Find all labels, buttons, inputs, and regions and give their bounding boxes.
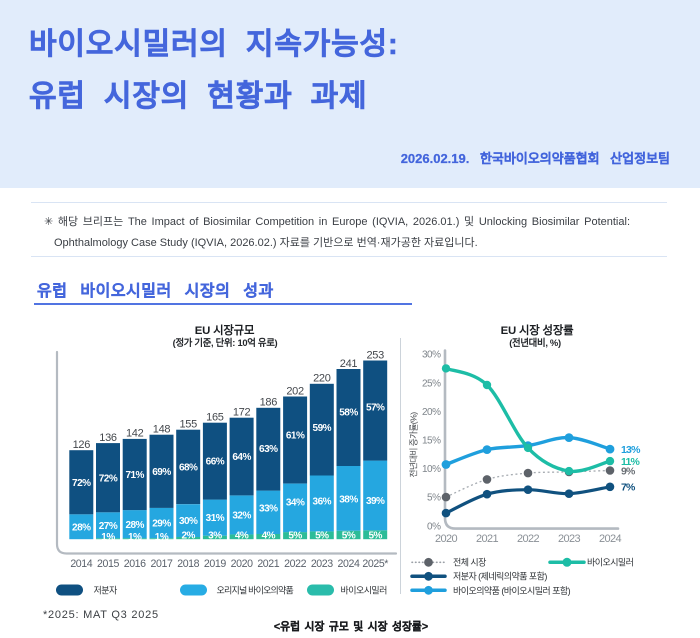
svg-text:오리지널 바이오의약품: 오리지널 바이오의약품	[217, 584, 294, 595]
svg-text:71%: 71%	[125, 470, 144, 481]
svg-text:64%: 64%	[232, 452, 251, 463]
svg-text:58%: 58%	[339, 408, 358, 419]
svg-text:4%: 4%	[235, 531, 249, 542]
svg-text:39%: 39%	[366, 496, 385, 507]
svg-text:33%: 33%	[259, 504, 278, 515]
svg-text:142: 142	[126, 428, 144, 440]
svg-text:(정가 기준, 단위: 10억 유로): (정가 기준, 단위: 10억 유로)	[173, 337, 278, 348]
svg-text:2023: 2023	[311, 558, 333, 570]
svg-text:2019: 2019	[204, 558, 226, 570]
svg-text:2023: 2023	[558, 533, 581, 545]
svg-text:126: 126	[73, 439, 91, 451]
svg-text:1%: 1%	[128, 532, 142, 543]
svg-text:38%: 38%	[339, 495, 358, 506]
svg-text:69%: 69%	[152, 467, 171, 478]
svg-text:186: 186	[260, 397, 278, 409]
svg-text:36%: 36%	[313, 496, 332, 507]
svg-text:2024: 2024	[599, 533, 622, 545]
svg-text:253: 253	[366, 349, 384, 361]
svg-text:148: 148	[153, 424, 171, 436]
svg-text:63%: 63%	[259, 444, 278, 455]
svg-text:2015: 2015	[97, 558, 119, 570]
svg-text:136: 136	[99, 432, 117, 444]
svg-text:9%: 9%	[621, 465, 636, 477]
svg-text:2014: 2014	[70, 558, 92, 570]
svg-text:155: 155	[179, 419, 197, 431]
svg-text:30%: 30%	[422, 350, 441, 361]
svg-text:2016: 2016	[124, 558, 146, 570]
svg-text:(전년대비, %): (전년대비, %)	[509, 337, 561, 348]
svg-text:34%: 34%	[286, 498, 305, 509]
svg-text:바이오의약품 (바이오시밀러 포함): 바이오의약품 (바이오시밀러 포함)	[453, 585, 571, 596]
svg-text:66%: 66%	[206, 457, 225, 468]
svg-text:20%: 20%	[422, 407, 441, 418]
svg-text:EU 시장 성장률: EU 시장 성장률	[501, 323, 574, 337]
svg-text:5%: 5%	[368, 531, 382, 542]
svg-text:2017: 2017	[151, 558, 173, 570]
svg-text:4%: 4%	[262, 531, 276, 542]
svg-text:2022: 2022	[517, 533, 540, 545]
svg-text:바이오시밀러: 바이오시밀러	[341, 584, 388, 595]
svg-text:2024: 2024	[338, 558, 360, 570]
svg-text:68%: 68%	[179, 463, 198, 474]
svg-text:1%: 1%	[155, 532, 169, 543]
svg-text:29%: 29%	[152, 519, 171, 530]
svg-text:31%: 31%	[206, 513, 225, 524]
svg-text:5%: 5%	[427, 493, 441, 504]
svg-text:전체 시장: 전체 시장	[453, 558, 486, 568]
svg-text:1%: 1%	[101, 532, 115, 543]
svg-text:165: 165	[206, 412, 224, 424]
svg-text:11%: 11%	[621, 456, 640, 468]
svg-text:220: 220	[313, 373, 331, 385]
svg-text:2025*: 2025*	[362, 558, 388, 570]
svg-text:57%: 57%	[366, 403, 385, 414]
svg-text:2020: 2020	[435, 533, 458, 545]
svg-text:28%: 28%	[125, 520, 144, 531]
svg-text:전년대비 증가률(%): 전년대비 증가률(%)	[409, 412, 419, 478]
svg-text:EU 시장규모: EU 시장규모	[195, 323, 255, 337]
svg-text:저분자: 저분자	[94, 585, 118, 595]
svg-text:2018: 2018	[177, 558, 199, 570]
svg-text:5%: 5%	[315, 531, 329, 542]
svg-text:61%: 61%	[286, 431, 305, 442]
svg-text:172: 172	[233, 407, 251, 419]
svg-text:2%: 2%	[181, 531, 195, 542]
svg-text:2022: 2022	[284, 558, 306, 570]
svg-text:13%: 13%	[621, 444, 641, 456]
svg-text:저분자 (제네릭의약품 포함): 저분자 (제네릭의약품 포함)	[453, 570, 547, 581]
svg-text:32%: 32%	[232, 511, 251, 522]
svg-text:27%: 27%	[99, 521, 118, 532]
svg-text:0%: 0%	[427, 521, 441, 532]
svg-text:25%: 25%	[422, 378, 441, 389]
svg-text:15%: 15%	[422, 436, 441, 447]
svg-text:10%: 10%	[422, 464, 441, 475]
svg-text:202: 202	[286, 385, 304, 397]
svg-text:5%: 5%	[288, 531, 302, 542]
svg-text:2021: 2021	[476, 533, 499, 545]
svg-text:2021: 2021	[257, 558, 279, 570]
svg-text:28%: 28%	[72, 522, 91, 533]
svg-text:3%: 3%	[208, 531, 222, 542]
svg-text:2020: 2020	[231, 558, 253, 570]
svg-text:241: 241	[340, 358, 358, 370]
svg-text:72%: 72%	[99, 473, 118, 484]
svg-text:72%: 72%	[72, 478, 91, 489]
svg-text:59%: 59%	[313, 423, 332, 434]
svg-text:5%: 5%	[342, 531, 356, 542]
svg-text:바이오시밀러: 바이오시밀러	[587, 557, 634, 568]
svg-text:7%: 7%	[621, 482, 636, 494]
svg-text:30%: 30%	[179, 516, 198, 527]
